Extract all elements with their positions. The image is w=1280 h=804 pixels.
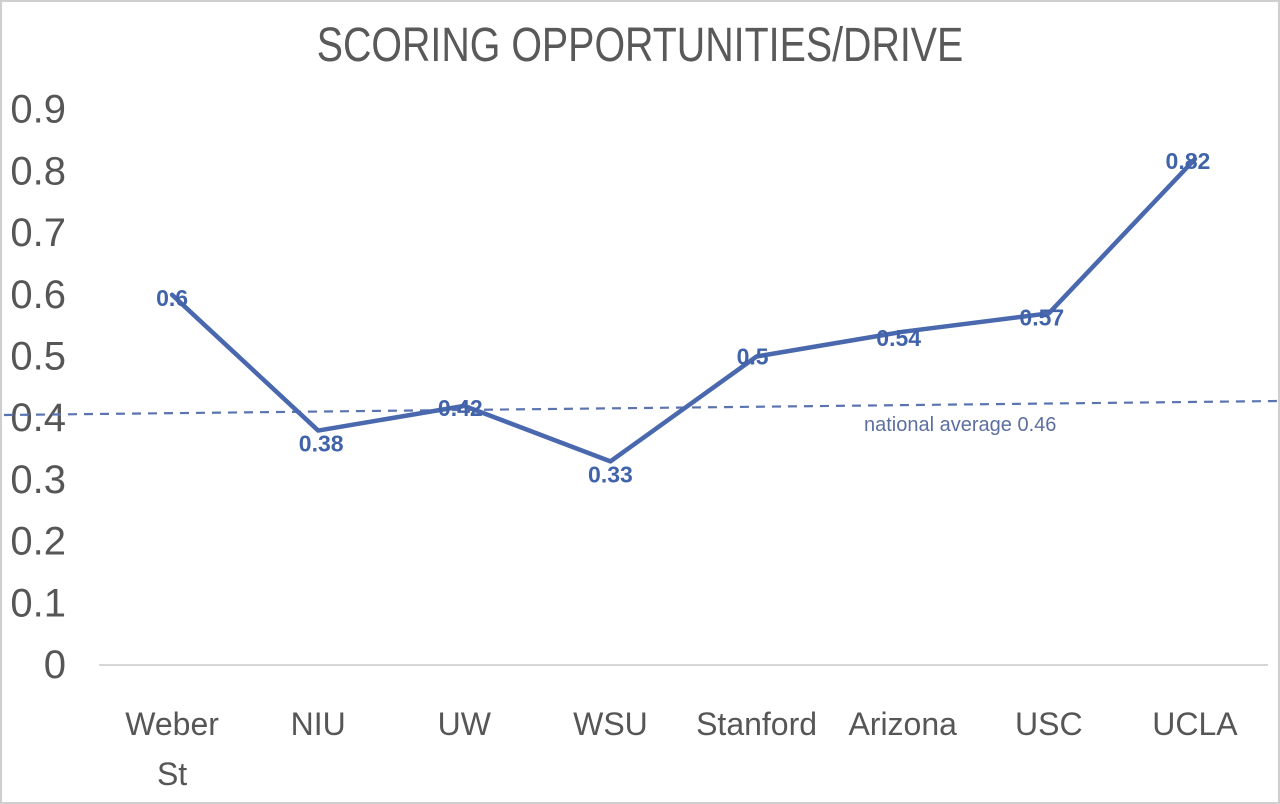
y-axis-tick-label: 0 (44, 643, 66, 687)
y-axis-tick-label: 0.5 (10, 335, 66, 379)
scoring-opportunities-series-line (169, 156, 1198, 464)
y-axis-tick-label: 0.6 (10, 273, 66, 317)
data-point-label: 0.57 (1019, 304, 1064, 330)
x-axis-category-label: USC (1015, 706, 1083, 742)
data-point-label: 0.42 (438, 395, 483, 421)
y-axis-tick-label: 0.8 (10, 149, 66, 193)
data-point-label: 0.82 (1166, 148, 1211, 174)
x-axis-category-label: UW (438, 706, 492, 742)
y-axis-tick-label: 0.3 (10, 458, 66, 502)
y-axis-tick-label: 0.4 (10, 396, 66, 440)
y-axis-tick-label: 0.2 (10, 520, 66, 564)
data-point-label: 0.6 (156, 285, 188, 311)
x-axis-category-label: Stanford (696, 706, 817, 742)
x-axis-category-label: UCLA (1152, 706, 1238, 742)
data-point-label: 0.54 (876, 325, 921, 351)
x-axis-category-label: WSU (573, 706, 648, 742)
chart-title: SCORING OPPORTUNITIES/DRIVE (316, 19, 964, 72)
y-axis-tick-label: 0.9 (10, 88, 66, 132)
x-axis-category-label: Arizona (848, 706, 957, 742)
national-average-reference-line (3, 399, 1278, 417)
y-axis-tick-label: 0.1 (10, 581, 66, 625)
x-axis-category-label: NIU (291, 706, 346, 742)
data-point-label: 0.5 (737, 344, 769, 370)
x-axis-category-label: Weber St (125, 706, 219, 792)
y-axis-tick-label: 0.7 (10, 211, 66, 255)
data-point-label: 0.38 (299, 431, 344, 457)
data-point-label: 0.33 (588, 461, 633, 487)
national-average-label: national average 0.46 (864, 414, 1056, 436)
